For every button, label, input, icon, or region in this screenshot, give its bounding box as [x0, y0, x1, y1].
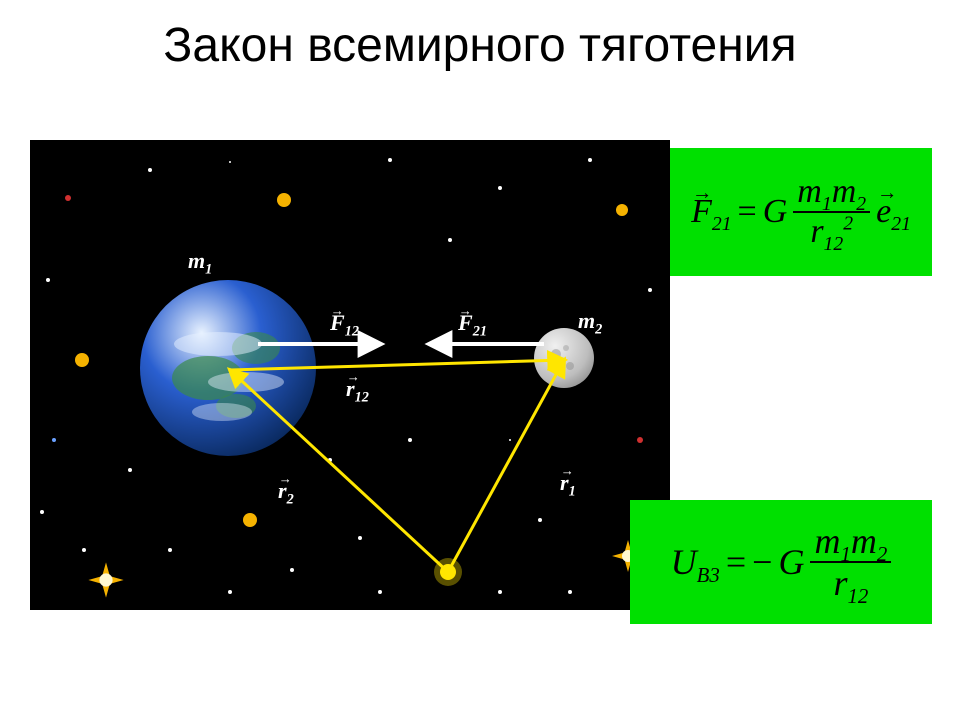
formula-potential: UВ3 = − G m1m2 r12: [630, 500, 932, 624]
space-diagram-panel: m1 m2 →F12 →F21 →r12 →r2 →r1: [30, 140, 670, 610]
label-r12: →r12: [346, 376, 369, 402]
label-f21: →F21: [458, 310, 487, 336]
label-r1: →r1: [560, 470, 576, 496]
label-f12: →F12: [330, 310, 359, 336]
slide: Закон всемирного тяготения m1 m2 →F12 →F…: [0, 0, 960, 720]
formula-force: F21 = G m1m2 r122 e21: [670, 148, 932, 276]
label-m2: m2: [578, 308, 602, 334]
label-r2: →r2: [278, 478, 294, 504]
page-title: Закон всемирного тяготения: [0, 18, 960, 73]
label-m1: m1: [188, 248, 212, 274]
